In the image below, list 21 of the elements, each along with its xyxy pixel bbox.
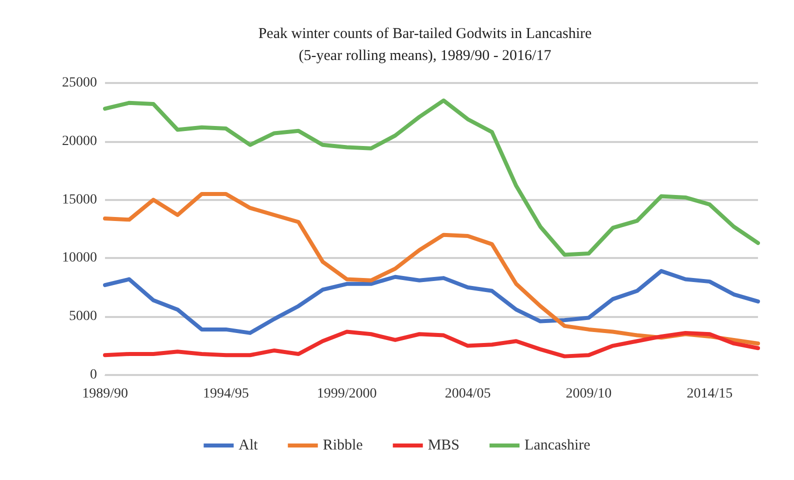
legend-label: Alt	[238, 438, 259, 454]
line-series	[103, 269, 760, 335]
x-tick-label: 2004/05	[444, 386, 491, 402]
y-tick-label: 10000	[62, 250, 97, 266]
y-tick-label: 5000	[69, 309, 97, 324]
line-series	[103, 192, 760, 346]
y-tick-label: 0	[90, 368, 97, 382]
x-tick-label: 2009/10	[566, 386, 612, 402]
y-tick-label: 15000	[62, 192, 97, 208]
line-series	[103, 98, 760, 257]
line-series	[103, 330, 760, 358]
y-tick-label: 20000	[62, 134, 97, 149]
x-tick-label: 2014/15	[686, 386, 733, 402]
x-tick-label: 1989/90	[82, 386, 128, 402]
legend-label: Lancashire	[524, 438, 591, 454]
x-tick-label: 1994/95	[202, 386, 249, 402]
legend-label: Ribble	[322, 438, 364, 454]
x-tick-label: 1999/2000	[316, 386, 377, 402]
legend-label: MBS	[428, 438, 460, 454]
y-tick-label: 25000	[62, 76, 97, 90]
chart-title: Peak winter counts of Bar-tailed Godwits in Lancashire (5-year rolling means), 1989/90 - 2016/17	[258, 26, 592, 64]
